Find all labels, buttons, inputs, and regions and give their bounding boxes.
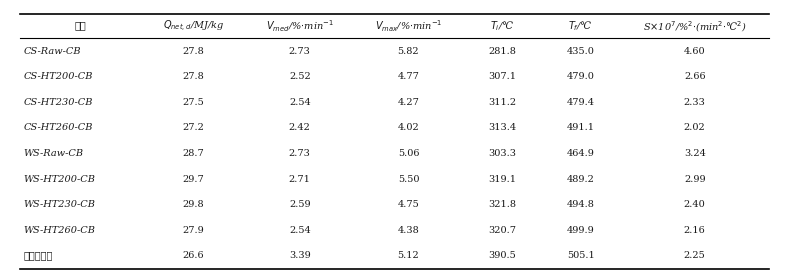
Text: 5.82: 5.82 (398, 46, 419, 55)
Text: WS-HT200-CB: WS-HT200-CB (24, 175, 95, 184)
Text: 2.52: 2.52 (289, 72, 311, 81)
Text: CS-Raw-CB: CS-Raw-CB (24, 46, 81, 55)
Text: 28.7: 28.7 (183, 149, 204, 158)
Text: 435.0: 435.0 (567, 46, 595, 55)
Text: 27.8: 27.8 (183, 46, 204, 55)
Text: 489.2: 489.2 (567, 175, 595, 184)
Text: 479.4: 479.4 (567, 98, 595, 107)
Text: 4.77: 4.77 (398, 72, 420, 81)
Text: S$\times$10$^{7}$/%$^{2}$$\cdot$(min$^{2}$$\cdot$℃$^{2}$): S$\times$10$^{7}$/%$^{2}$$\cdot$(min$^{2… (643, 19, 746, 34)
Text: $Q_{net,d}$/MJ/kg: $Q_{net,d}$/MJ/kg (163, 18, 224, 34)
Text: 321.8: 321.8 (488, 200, 516, 209)
Text: 307.1: 307.1 (488, 72, 516, 81)
Text: 320.7: 320.7 (488, 226, 516, 235)
Text: 26.6: 26.6 (183, 251, 204, 260)
Text: $V_{max}$/%$\cdot$min$^{-1}$: $V_{max}$/%$\cdot$min$^{-1}$ (375, 18, 443, 34)
Text: CS-HT200-CB: CS-HT200-CB (24, 72, 93, 81)
Text: 29.7: 29.7 (183, 175, 204, 184)
Text: 商川烧烤炭: 商川烧烤炭 (24, 251, 53, 260)
Text: 390.5: 390.5 (488, 251, 516, 260)
Text: $T_f$/℃: $T_f$/℃ (569, 19, 593, 33)
Text: 27.8: 27.8 (183, 72, 204, 81)
Text: 2.02: 2.02 (684, 123, 705, 132)
Text: 5.12: 5.12 (398, 251, 419, 260)
Text: CS-HT260-CB: CS-HT260-CB (24, 123, 93, 132)
Text: 2.16: 2.16 (684, 226, 705, 235)
Text: 3.39: 3.39 (289, 251, 311, 260)
Text: 311.2: 311.2 (488, 98, 516, 107)
Text: 2.40: 2.40 (684, 200, 705, 209)
Text: 27.2: 27.2 (183, 123, 204, 132)
Text: 2.73: 2.73 (289, 46, 311, 55)
Text: 281.8: 281.8 (488, 46, 516, 55)
Text: 29.8: 29.8 (183, 200, 204, 209)
Text: 2.42: 2.42 (289, 123, 311, 132)
Text: 2.54: 2.54 (289, 98, 311, 107)
Text: $T_i$/℃: $T_i$/℃ (490, 19, 514, 33)
Text: 2.71: 2.71 (289, 175, 311, 184)
Text: WS-Raw-CB: WS-Raw-CB (24, 149, 84, 158)
Text: 3.24: 3.24 (684, 149, 705, 158)
Text: 491.1: 491.1 (567, 123, 595, 132)
Text: 5.50: 5.50 (398, 175, 419, 184)
Text: 2.73: 2.73 (289, 149, 311, 158)
Text: $V_{med}$/%$\cdot$min$^{-1}$: $V_{med}$/%$\cdot$min$^{-1}$ (266, 18, 334, 34)
Text: 494.8: 494.8 (567, 200, 595, 209)
Text: 5.06: 5.06 (398, 149, 419, 158)
Text: 2.59: 2.59 (289, 200, 311, 209)
Text: 319.1: 319.1 (488, 175, 516, 184)
Text: 2.33: 2.33 (684, 98, 705, 107)
Text: 2.99: 2.99 (684, 175, 705, 184)
Text: WS-HT230-CB: WS-HT230-CB (24, 200, 95, 209)
Text: 499.9: 499.9 (567, 226, 595, 235)
Text: 2.66: 2.66 (684, 72, 705, 81)
Text: 479.0: 479.0 (567, 72, 595, 81)
Text: 4.60: 4.60 (684, 46, 705, 55)
Text: 27.9: 27.9 (183, 226, 204, 235)
Text: 464.9: 464.9 (567, 149, 595, 158)
Text: 27.5: 27.5 (183, 98, 204, 107)
Text: 4.27: 4.27 (398, 98, 420, 107)
Text: 505.1: 505.1 (567, 251, 595, 260)
Text: 4.38: 4.38 (398, 226, 419, 235)
Text: 2.25: 2.25 (684, 251, 705, 260)
Text: WS-HT260-CB: WS-HT260-CB (24, 226, 95, 235)
Text: CS-HT230-CB: CS-HT230-CB (24, 98, 93, 107)
Text: 4.02: 4.02 (398, 123, 419, 132)
Text: 4.75: 4.75 (398, 200, 419, 209)
Text: 2.54: 2.54 (289, 226, 311, 235)
Text: 313.4: 313.4 (488, 123, 516, 132)
Text: 样品: 样品 (75, 22, 87, 31)
Text: 303.3: 303.3 (488, 149, 516, 158)
